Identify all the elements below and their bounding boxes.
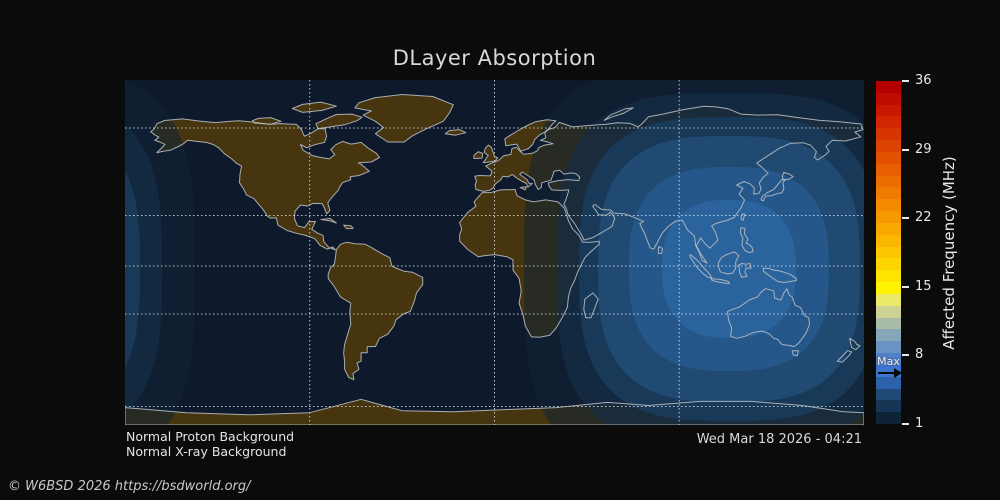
colorbar-step	[876, 376, 901, 389]
page-title: DLayer Absorption	[392, 46, 597, 70]
colorbar-tick-label: 8	[915, 347, 924, 363]
colorbar-step	[876, 104, 901, 117]
colorbar-step	[876, 81, 901, 93]
colorbar-step	[876, 234, 901, 247]
max-marker-label: Max	[877, 355, 900, 368]
colorbar-tick	[902, 285, 909, 288]
colorbar-tick-label: 22	[915, 210, 932, 226]
proton-background-status: Normal Proton Background	[126, 429, 295, 444]
colorbar-tick	[902, 148, 909, 151]
colorbar-step	[876, 199, 901, 212]
world-absorption-map	[125, 80, 864, 425]
colorbar-step	[876, 364, 901, 377]
colorbar-tick-label: 1	[915, 416, 924, 431]
colorbar-step	[876, 341, 901, 354]
colorbar-step	[876, 246, 901, 259]
status-block: Normal Proton Background Normal X-ray Ba…	[126, 429, 294, 459]
colorbar-step	[876, 140, 901, 152]
colorbar-axis-label: Affected Frequency (MHz)	[940, 155, 958, 350]
colorbar-tick	[902, 217, 909, 220]
colorbar-step	[876, 317, 901, 330]
colorbar-step	[876, 175, 901, 188]
max-frequency-marker: Max	[876, 355, 902, 383]
copyright-notice: © W6BSD 2026 https://bsdworld.org/	[8, 479, 251, 494]
colorbar-step	[876, 128, 901, 141]
colorbar-tick	[902, 354, 909, 357]
colorbar-step	[876, 163, 901, 176]
colorbar-step	[876, 222, 901, 235]
colorbar-tick-label: 36	[915, 73, 932, 88]
map-timestamp: Wed Mar 18 2026 - 04:21	[696, 432, 862, 447]
colorbar-step	[876, 151, 901, 164]
colorbar-step	[876, 282, 901, 294]
colorbar-step	[876, 388, 901, 401]
colorbar-step	[876, 353, 901, 365]
colorbar-tick-label: 29	[915, 141, 932, 157]
colorbar-step	[876, 400, 901, 413]
map-canvas	[125, 80, 864, 425]
frequency-colorbar	[876, 81, 901, 425]
colorbar-step	[876, 187, 901, 200]
max-arrow-icon	[876, 368, 902, 378]
colorbar-tick	[902, 423, 909, 425]
colorbar-step	[876, 293, 901, 306]
colorbar-step	[876, 116, 901, 129]
xray-background-status: Normal X-ray Background	[126, 444, 287, 459]
colorbar-step	[876, 305, 901, 318]
colorbar-tick-label: 15	[915, 278, 932, 294]
colorbar-step	[876, 270, 901, 283]
colorbar-step	[876, 211, 901, 223]
colorbar-tick	[902, 80, 909, 82]
colorbar-step	[876, 329, 901, 342]
colorbar-step	[876, 258, 901, 271]
colorbar-step	[876, 92, 901, 105]
colorbar-step	[876, 412, 901, 425]
